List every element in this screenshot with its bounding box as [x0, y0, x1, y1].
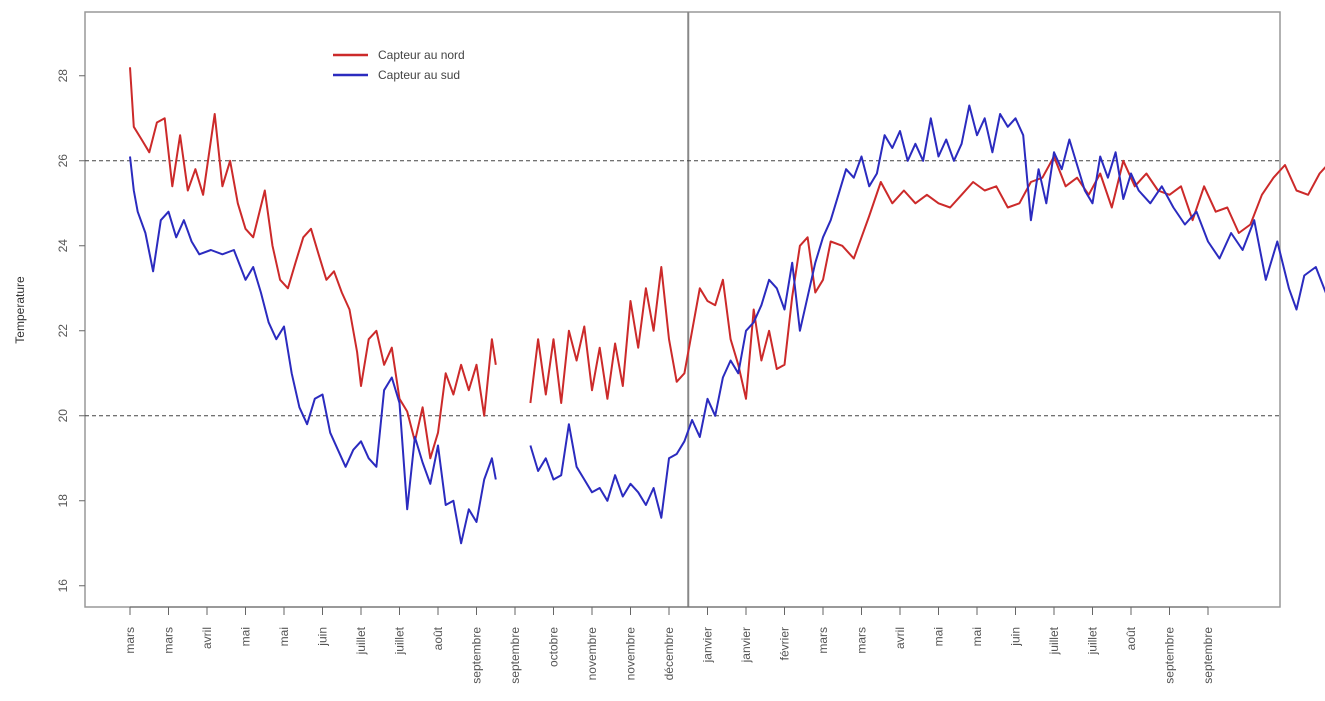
x-tick-label: juillet — [1086, 626, 1100, 655]
x-tick-label: septembre — [508, 627, 522, 684]
x-tick-label: novembre — [585, 627, 599, 681]
x-tick-label: septembre — [470, 627, 484, 684]
x-tick-label: juin — [1009, 627, 1023, 647]
series-group — [129, 67, 1325, 545]
y-tick-label: 20 — [56, 409, 70, 423]
x-tick-label: août — [431, 626, 445, 650]
x-tick-label: décembre — [662, 627, 676, 681]
x-tick-label: mai — [932, 627, 946, 646]
y-tick-label: 26 — [56, 154, 70, 168]
series-line-sud-0 — [129, 156, 497, 545]
x-tick-label: avril — [200, 627, 214, 649]
x-tick-label: mars — [123, 627, 137, 654]
y-tick-label: 24 — [56, 239, 70, 253]
legend-label-nord: Capteur au nord — [378, 48, 465, 62]
x-tick-label: avril — [893, 627, 907, 649]
y-tick-label: 18 — [56, 494, 70, 508]
x-tick-label: mai — [277, 627, 291, 646]
reference-lines — [85, 160, 1280, 417]
y-axis-title: Temperature — [13, 276, 27, 344]
x-tick-label: septembre — [1201, 627, 1215, 684]
x-tick-label: juillet — [393, 626, 407, 655]
y-tick-label: 28 — [56, 69, 70, 83]
x-tick-label: mars — [162, 627, 176, 654]
legend-label-sud: Capteur au sud — [378, 68, 460, 82]
y-tick-label: 22 — [56, 324, 70, 338]
x-tick-label: octobre — [547, 627, 561, 667]
x-tick-label: mars — [816, 627, 830, 654]
x-tick-label: janvier — [701, 627, 715, 663]
x-tick-label: mai — [970, 627, 984, 646]
x-axis: mars mars avril mai mai juin juillet juillet aoû… — [123, 606, 1215, 684]
x-tick-label: juin — [316, 627, 330, 647]
series-line-nord-1 — [529, 155, 1325, 404]
x-tick-label: juillet — [354, 626, 368, 655]
x-tick-label: mai — [239, 627, 253, 646]
x-tick-label: juillet — [1047, 626, 1061, 655]
x-tick-label: janvier — [739, 627, 753, 663]
plot-frame — [84, 11, 1281, 608]
series-line-nord-0 — [129, 67, 497, 460]
x-tick-label: mars — [855, 627, 869, 654]
x-tick-label: août — [1124, 626, 1138, 650]
x-tick-label: septembre — [1163, 627, 1177, 684]
series-line-sud-1 — [529, 104, 1325, 519]
x-tick-label: novembre — [624, 627, 638, 681]
y-axis: 16 18 20 22 24 26 28 — [56, 69, 85, 593]
y-tick-label: 16 — [56, 579, 70, 593]
legend: Capteur au nord Capteur au sud — [333, 48, 465, 82]
x-tick-label: février — [778, 627, 792, 660]
